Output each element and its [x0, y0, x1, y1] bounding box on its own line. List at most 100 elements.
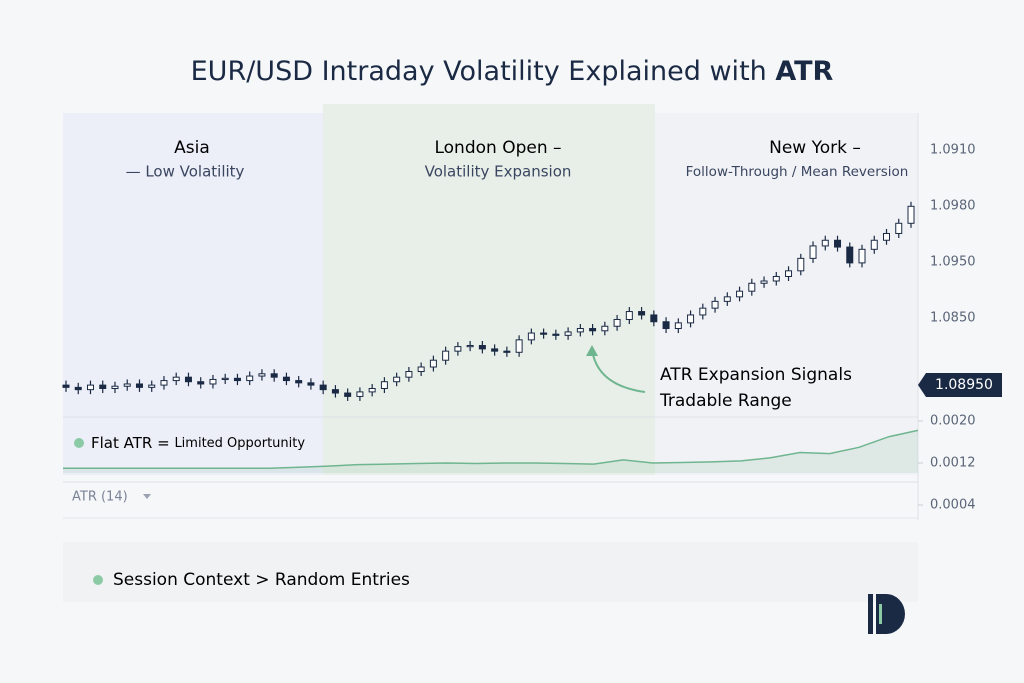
chart-title: EUR/USD Intraday Volatility Explained wi… [191, 56, 834, 87]
candle-body [736, 290, 744, 298]
candle-body [429, 359, 437, 368]
candle-body [564, 331, 572, 336]
price-axis-label: 1.0850 [930, 311, 976, 326]
logo-bar [868, 594, 873, 634]
current-price-tag [918, 373, 1002, 397]
candle-body [760, 280, 768, 284]
candle-body [638, 311, 646, 316]
candle-body [846, 246, 854, 264]
session-subtitle: Follow-Through / Mean Reversion [686, 164, 909, 180]
candle-body [295, 380, 303, 384]
candle-body [858, 248, 866, 264]
candle-body [368, 388, 376, 393]
candle-body [748, 282, 756, 292]
candle-body [723, 296, 731, 302]
y-tick-label: 0.0012 [930, 456, 976, 471]
annotation-arrow [591, 349, 646, 393]
candle-body [601, 325, 609, 332]
candle-body [883, 232, 891, 241]
candle-body [674, 322, 682, 330]
candle-body [625, 311, 633, 320]
candle-body [613, 318, 621, 327]
candle-body [417, 366, 425, 373]
candle-body [478, 345, 486, 350]
price-axis-label: 1.0980 [930, 199, 976, 214]
candle-body [503, 350, 511, 353]
asia-session-bg [63, 113, 323, 475]
candle-body [907, 205, 915, 224]
bullet [74, 438, 84, 448]
logo [868, 594, 905, 634]
y-tick-label: 0.0020 [930, 414, 976, 429]
indicator-selector[interactable]: ATR (14) [72, 490, 128, 505]
candle-body [135, 383, 143, 388]
candle-body [99, 384, 107, 389]
candle-body [797, 257, 805, 272]
candle-body [380, 381, 388, 390]
session-name: Asia [174, 138, 210, 158]
candle-body [356, 391, 364, 397]
candle-body [662, 321, 670, 330]
annotation-arrowhead [586, 345, 598, 356]
candle-body [785, 270, 793, 277]
candle-body [711, 300, 719, 309]
footer-panel [63, 542, 918, 602]
candle-body [809, 245, 817, 259]
candle-body [454, 346, 462, 352]
candle-body [687, 314, 695, 324]
bullet [93, 575, 103, 585]
candle-body [331, 389, 339, 394]
price-axis-label: 1.0910 [930, 143, 976, 158]
candle-body [258, 373, 266, 377]
y-tick-label: 0.0004 [930, 498, 976, 513]
candle-body [148, 384, 156, 388]
candle-body [74, 386, 82, 391]
title-emphasis: ATR [775, 56, 833, 87]
plot-area: 0.0020 0.0012 0.0004 [62, 201, 976, 513]
candle-body [650, 314, 658, 323]
candle-body [576, 328, 584, 333]
candle-body [466, 345, 474, 348]
title-text: EUR/USD Intraday Volatility Explained wi… [191, 56, 776, 87]
candle-body [62, 384, 70, 388]
candle-body [197, 381, 205, 385]
candle-body [821, 239, 829, 247]
atr-note-rest: Limited Opportunity [174, 436, 305, 451]
session-name: New York – [769, 138, 861, 158]
candle-body [160, 380, 168, 386]
logo-shape [876, 594, 905, 634]
candle-body [270, 373, 278, 378]
candle-body [589, 328, 597, 332]
candle-body [319, 384, 327, 391]
candle-body [540, 332, 548, 335]
candle-body [491, 348, 499, 352]
newyork-session-bg [655, 113, 918, 475]
candle-body [772, 275, 780, 282]
footer-note: Session Context > Random Entries [113, 570, 410, 590]
candle-body [246, 375, 254, 382]
logo-accent [879, 604, 882, 624]
candle-body [515, 339, 523, 353]
candle-body [123, 383, 131, 387]
candle-body [307, 382, 315, 386]
atr-note-lead: Flat ATR = [91, 434, 170, 452]
atr-note: Flat ATR = Limited Opportunity [91, 434, 305, 452]
candle-body [870, 239, 878, 250]
candle-body [172, 376, 180, 382]
dropdown-caret[interactable] [143, 494, 151, 499]
candle-body [699, 307, 707, 316]
candle-body [86, 384, 94, 391]
candle-body [233, 377, 241, 382]
candle-body [527, 332, 535, 341]
london-session-bg [323, 104, 655, 475]
candle-body [344, 392, 352, 397]
annotation: ATR Expansion Signals [660, 365, 852, 385]
candle-body [221, 377, 229, 381]
current-price-label: 1.08950 [935, 377, 993, 393]
candle-body [282, 376, 290, 382]
session-name: London Open – [434, 138, 561, 158]
atr-line [63, 429, 919, 470]
candle-body [111, 385, 119, 390]
candle-body [184, 376, 192, 383]
